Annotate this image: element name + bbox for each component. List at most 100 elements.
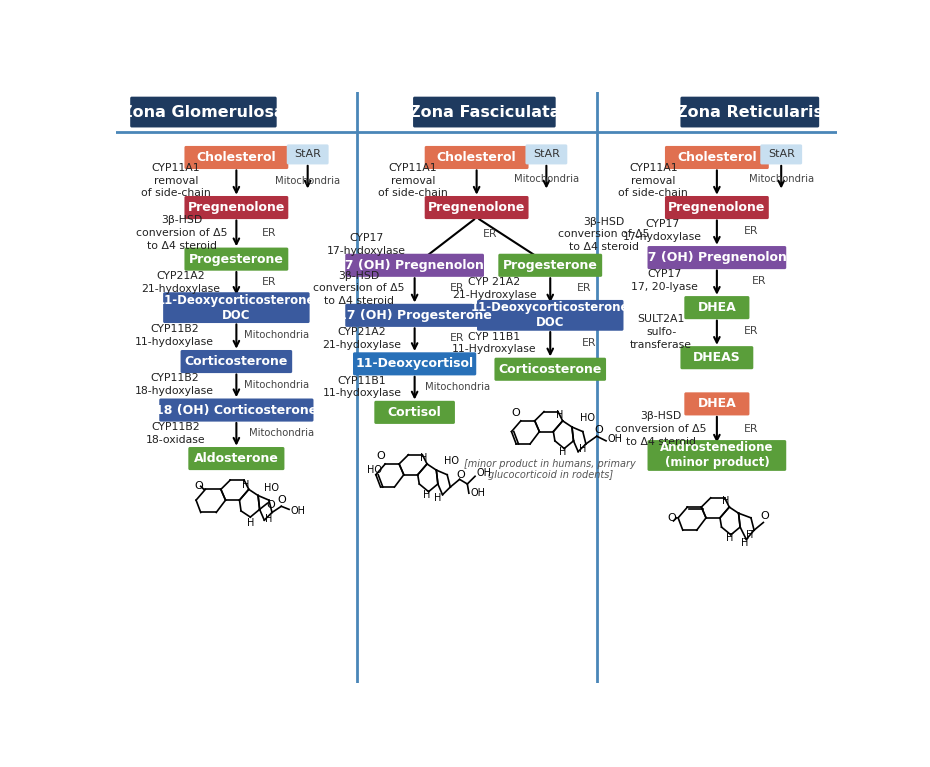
Text: Mitochondria: Mitochondria xyxy=(275,176,340,186)
Text: 11-Deoxycorticosterone
DOC: 11-Deoxycorticosterone DOC xyxy=(471,301,630,329)
Text: Mitochondria: Mitochondria xyxy=(244,331,310,341)
Text: Pregnenolone: Pregnenolone xyxy=(668,201,765,214)
Text: 17 (OH) Pregnenolone: 17 (OH) Pregnenolone xyxy=(337,258,493,272)
FancyBboxPatch shape xyxy=(425,196,528,219)
Text: CYP21A2
21-hydoxylase: CYP21A2 21-hydoxylase xyxy=(141,271,220,294)
Text: HO: HO xyxy=(444,456,459,466)
Text: ER: ER xyxy=(582,338,596,348)
Text: ER: ER xyxy=(744,225,758,235)
Text: O: O xyxy=(457,470,466,480)
Text: ER: ER xyxy=(744,326,758,336)
Text: DHEA: DHEA xyxy=(698,397,737,410)
FancyBboxPatch shape xyxy=(180,350,292,373)
Text: ER: ER xyxy=(450,283,464,294)
Text: 17 (OH) Progesterone: 17 (OH) Progesterone xyxy=(338,309,492,322)
Text: H: H xyxy=(265,514,272,524)
Text: OH: OH xyxy=(476,469,492,479)
FancyBboxPatch shape xyxy=(184,196,288,219)
Text: OH: OH xyxy=(607,434,622,444)
Text: ER: ER xyxy=(752,275,766,285)
Text: [minor product in humans, primary
glucocorticoid in rodents]: [minor product in humans, primary glucoc… xyxy=(464,459,636,480)
Text: Mitochondria: Mitochondria xyxy=(244,380,310,390)
Text: StAR: StAR xyxy=(768,150,794,160)
Text: H: H xyxy=(556,410,564,420)
Text: CYP11B2
18-hydoxylase: CYP11B2 18-hydoxylase xyxy=(135,374,214,396)
Text: Mitochondria: Mitochondria xyxy=(425,382,490,392)
Text: H̅: H̅ xyxy=(746,530,753,540)
Text: CYP 11B1
11-Hydroxylase: CYP 11B1 11-Hydroxylase xyxy=(452,331,537,354)
Text: H: H xyxy=(434,493,442,503)
FancyBboxPatch shape xyxy=(184,146,288,169)
Text: O: O xyxy=(594,425,603,435)
Text: 3β-HSD
conversion of Δ5
to Δ4 steroid: 3β-HSD conversion of Δ5 to Δ4 steroid xyxy=(137,216,228,251)
Text: Pregnenolone: Pregnenolone xyxy=(188,201,286,214)
Text: H: H xyxy=(423,490,431,500)
FancyBboxPatch shape xyxy=(681,346,753,369)
FancyBboxPatch shape xyxy=(163,292,310,323)
Text: CYP17
17-hydoxylase: CYP17 17-hydoxylase xyxy=(623,219,702,242)
Text: Aldosterone: Aldosterone xyxy=(194,452,279,465)
Text: DHEA: DHEA xyxy=(698,301,737,314)
Text: O: O xyxy=(277,495,286,505)
FancyBboxPatch shape xyxy=(760,144,802,164)
Text: 17 (OH) Pregnenolone: 17 (OH) Pregnenolone xyxy=(639,251,795,264)
Text: H: H xyxy=(579,443,587,453)
Text: O: O xyxy=(668,513,676,523)
Text: Corticosterone: Corticosterone xyxy=(498,363,602,376)
Text: Mitochondria: Mitochondria xyxy=(749,174,814,184)
FancyBboxPatch shape xyxy=(647,246,786,269)
Text: O: O xyxy=(194,481,204,492)
Text: HO: HO xyxy=(264,482,279,493)
Text: H̅: H̅ xyxy=(725,533,733,543)
FancyBboxPatch shape xyxy=(374,401,455,424)
Text: StAR: StAR xyxy=(294,150,321,160)
FancyBboxPatch shape xyxy=(525,144,567,164)
Text: Progesterone: Progesterone xyxy=(503,258,598,272)
Text: H̅: H̅ xyxy=(741,538,749,548)
FancyBboxPatch shape xyxy=(681,97,819,127)
Text: DHEAS: DHEAS xyxy=(693,351,741,364)
Text: Progesterone: Progesterone xyxy=(189,252,284,265)
Text: ER: ER xyxy=(450,334,464,344)
Text: Zona Reticularis: Zona Reticularis xyxy=(676,104,823,120)
FancyBboxPatch shape xyxy=(665,146,769,169)
Text: H: H xyxy=(246,518,254,528)
Text: Mitochondria: Mitochondria xyxy=(513,174,579,184)
Text: CYP11B2
18-oxidase: CYP11B2 18-oxidase xyxy=(146,422,206,445)
Text: Cholesterol: Cholesterol xyxy=(437,151,516,164)
Text: Cholesterol: Cholesterol xyxy=(677,151,757,164)
Text: 3β-HSD
conversion of Δ5
to Δ4 steroid: 3β-HSD conversion of Δ5 to Δ4 steroid xyxy=(313,271,405,306)
FancyBboxPatch shape xyxy=(159,399,313,422)
Text: CYP11A1
removal
of side-chain: CYP11A1 removal of side-chain xyxy=(141,163,211,199)
FancyBboxPatch shape xyxy=(345,304,484,327)
Text: CYP11A1
removal
of side-chain: CYP11A1 removal of side-chain xyxy=(618,163,688,199)
Text: CYP21A2
21-hydoxylase: CYP21A2 21-hydoxylase xyxy=(323,327,402,350)
Text: O: O xyxy=(761,512,769,522)
Text: Zona Glomerulosa: Zona Glomerulosa xyxy=(121,104,285,120)
FancyBboxPatch shape xyxy=(184,248,288,271)
FancyBboxPatch shape xyxy=(286,144,328,164)
FancyBboxPatch shape xyxy=(353,352,476,375)
Text: 18 (OH) Corticosterone: 18 (OH) Corticosterone xyxy=(155,403,317,416)
FancyBboxPatch shape xyxy=(684,296,750,319)
FancyBboxPatch shape xyxy=(188,447,285,470)
FancyBboxPatch shape xyxy=(425,146,528,169)
Text: OH: OH xyxy=(290,506,306,516)
Text: CYP17
17, 20-lyase: CYP17 17, 20-lyase xyxy=(631,269,698,292)
Text: 11-Deoxycortisol: 11-Deoxycortisol xyxy=(355,357,473,370)
Text: Cholesterol: Cholesterol xyxy=(196,151,276,164)
FancyBboxPatch shape xyxy=(684,393,750,416)
Text: ER: ER xyxy=(261,228,276,238)
FancyBboxPatch shape xyxy=(413,97,555,127)
Text: Mitochondria: Mitochondria xyxy=(248,428,314,438)
Text: CYP11B2
11-hydoxylase: CYP11B2 11-hydoxylase xyxy=(135,324,214,347)
Text: CYP11A1
removal
of side-chain: CYP11A1 removal of side-chain xyxy=(379,163,448,199)
FancyBboxPatch shape xyxy=(345,254,484,277)
Text: Androstenedione
(minor product): Androstenedione (minor product) xyxy=(660,442,774,469)
Text: H: H xyxy=(559,446,566,456)
Text: Corticosterone: Corticosterone xyxy=(185,355,288,368)
FancyBboxPatch shape xyxy=(477,300,623,331)
Text: H: H xyxy=(420,453,428,463)
Text: 3β-HSD
conversion of Δ5
to Δ4 steroid: 3β-HSD conversion of Δ5 to Δ4 steroid xyxy=(616,412,707,447)
Text: HO: HO xyxy=(579,413,594,423)
